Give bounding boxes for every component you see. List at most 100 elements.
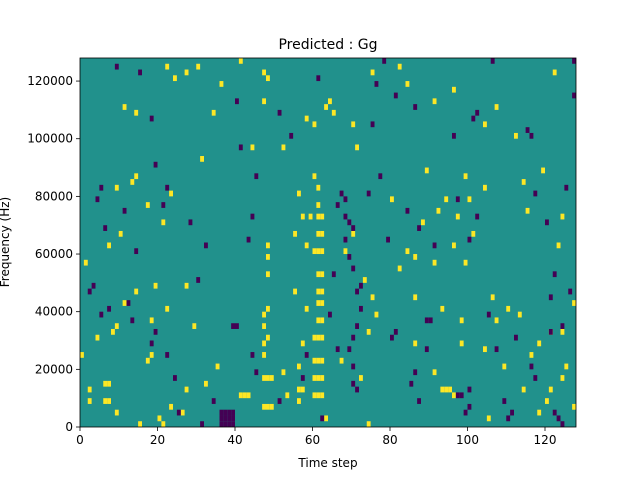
heatmap-cell [564,184,569,191]
heatmap-cell [246,392,251,399]
heatmap-cell [312,357,317,364]
heatmap-cell [471,115,476,122]
heatmap-cell [463,259,468,266]
heatmap-cell [355,288,359,295]
heatmap-cells [80,58,576,427]
heatmap-cell [231,415,235,422]
heatmap-cell [548,294,553,301]
heatmap-cell [564,363,569,370]
heatmap-cell [219,409,224,416]
heatmap-cell [223,409,228,416]
heatmap-cell [572,58,576,64]
heatmap-cell [149,317,154,324]
heatmap-cell [494,317,499,324]
heatmap-cell [231,323,235,329]
heatmap-cell [134,248,139,255]
heatmap-cell [529,363,534,370]
heatmap-cell [316,213,321,220]
heatmap-cell [359,375,363,381]
heatmap-cell [432,369,437,376]
heatmap-cell [459,317,464,324]
heatmap-cell [266,375,270,381]
heatmap-cell [130,317,135,324]
heatmap-cell [428,317,433,324]
heatmap-cell [533,190,538,197]
heatmap-cell [417,225,421,231]
heatmap-cell [320,288,325,295]
heatmap-cell [266,305,270,312]
heatmap-cell [494,104,499,110]
heatmap-cell [262,352,266,358]
heatmap-cell [560,213,565,220]
heatmap-cell [556,415,561,422]
x-tick-label: 120 [534,433,557,447]
heatmap-cell [95,196,100,203]
heatmap-cell [122,104,127,110]
y-tick-label: 0 [65,420,73,434]
heatmap-cell [393,328,398,335]
heatmap-cell [556,242,561,249]
heatmap-cell [537,409,542,416]
heatmap-cell [312,248,317,255]
heatmap-cell [173,75,177,82]
heatmap-cell [304,305,309,312]
heatmap-cell [436,207,441,214]
heatmap-cell [130,179,135,185]
heatmap-cell [533,375,538,381]
heatmap-cell [111,328,115,335]
x-tick-label: 20 [150,433,165,447]
heatmap-cell [289,132,294,139]
heatmap-cell [165,184,170,191]
heatmap-cell [355,144,359,151]
heatmap-cell [161,202,166,208]
heatmap-cell [424,317,429,324]
heatmap-cell [99,311,104,318]
heatmap-cell [529,352,534,358]
heatmap-cell [192,323,197,329]
heatmap-cell [254,173,259,180]
heatmap-cell [467,196,472,203]
heatmap-cell [145,202,150,208]
heatmap-cell [560,323,565,329]
heatmap-cell [107,380,111,387]
heatmap-cell [266,75,270,82]
heatmap-cell [572,403,576,410]
heatmap-cell [486,311,491,318]
heatmap-cell [525,207,530,214]
heatmap-cell [328,98,332,105]
y-tick-label: 20000 [35,362,73,376]
heatmap-cell [432,259,437,266]
heatmap-cell [335,346,340,353]
x-axis: 0 20 40 60 80 100 120 [76,427,556,447]
x-tick-label: 60 [305,433,320,447]
heatmap-cell [455,196,460,203]
heatmap-cell [366,421,371,427]
x-tick-label: 80 [382,433,397,447]
heatmap-cell [572,300,576,306]
heatmap-cell [304,242,309,249]
heatmap-cell [413,104,418,110]
heatmap-cell [343,196,348,203]
heatmap-cell [370,294,375,301]
heatmap-cell [339,357,344,364]
heatmap-cell [444,196,449,203]
heatmap-cell [320,375,325,381]
heatmap-cell [134,288,139,295]
heatmap-cell [483,346,487,353]
heatmap-cell [297,398,301,404]
heatmap-cell [80,352,84,358]
heatmap-cell [169,190,173,197]
heatmap-cell [355,386,359,393]
heatmap-cell [196,277,201,283]
heatmap-cell [231,409,235,416]
y-axis: 0 20000 40000 60000 80000 100000 120000 [27,74,80,434]
heatmap-cell [266,271,270,278]
heatmap-cell [250,352,255,358]
heatmap-cell [238,144,243,151]
heatmap-cell [320,271,325,278]
heatmap-cell [560,375,565,381]
heatmap-cell [316,375,321,381]
heatmap-cell [227,421,232,427]
x-tick-label: 100 [456,433,479,447]
